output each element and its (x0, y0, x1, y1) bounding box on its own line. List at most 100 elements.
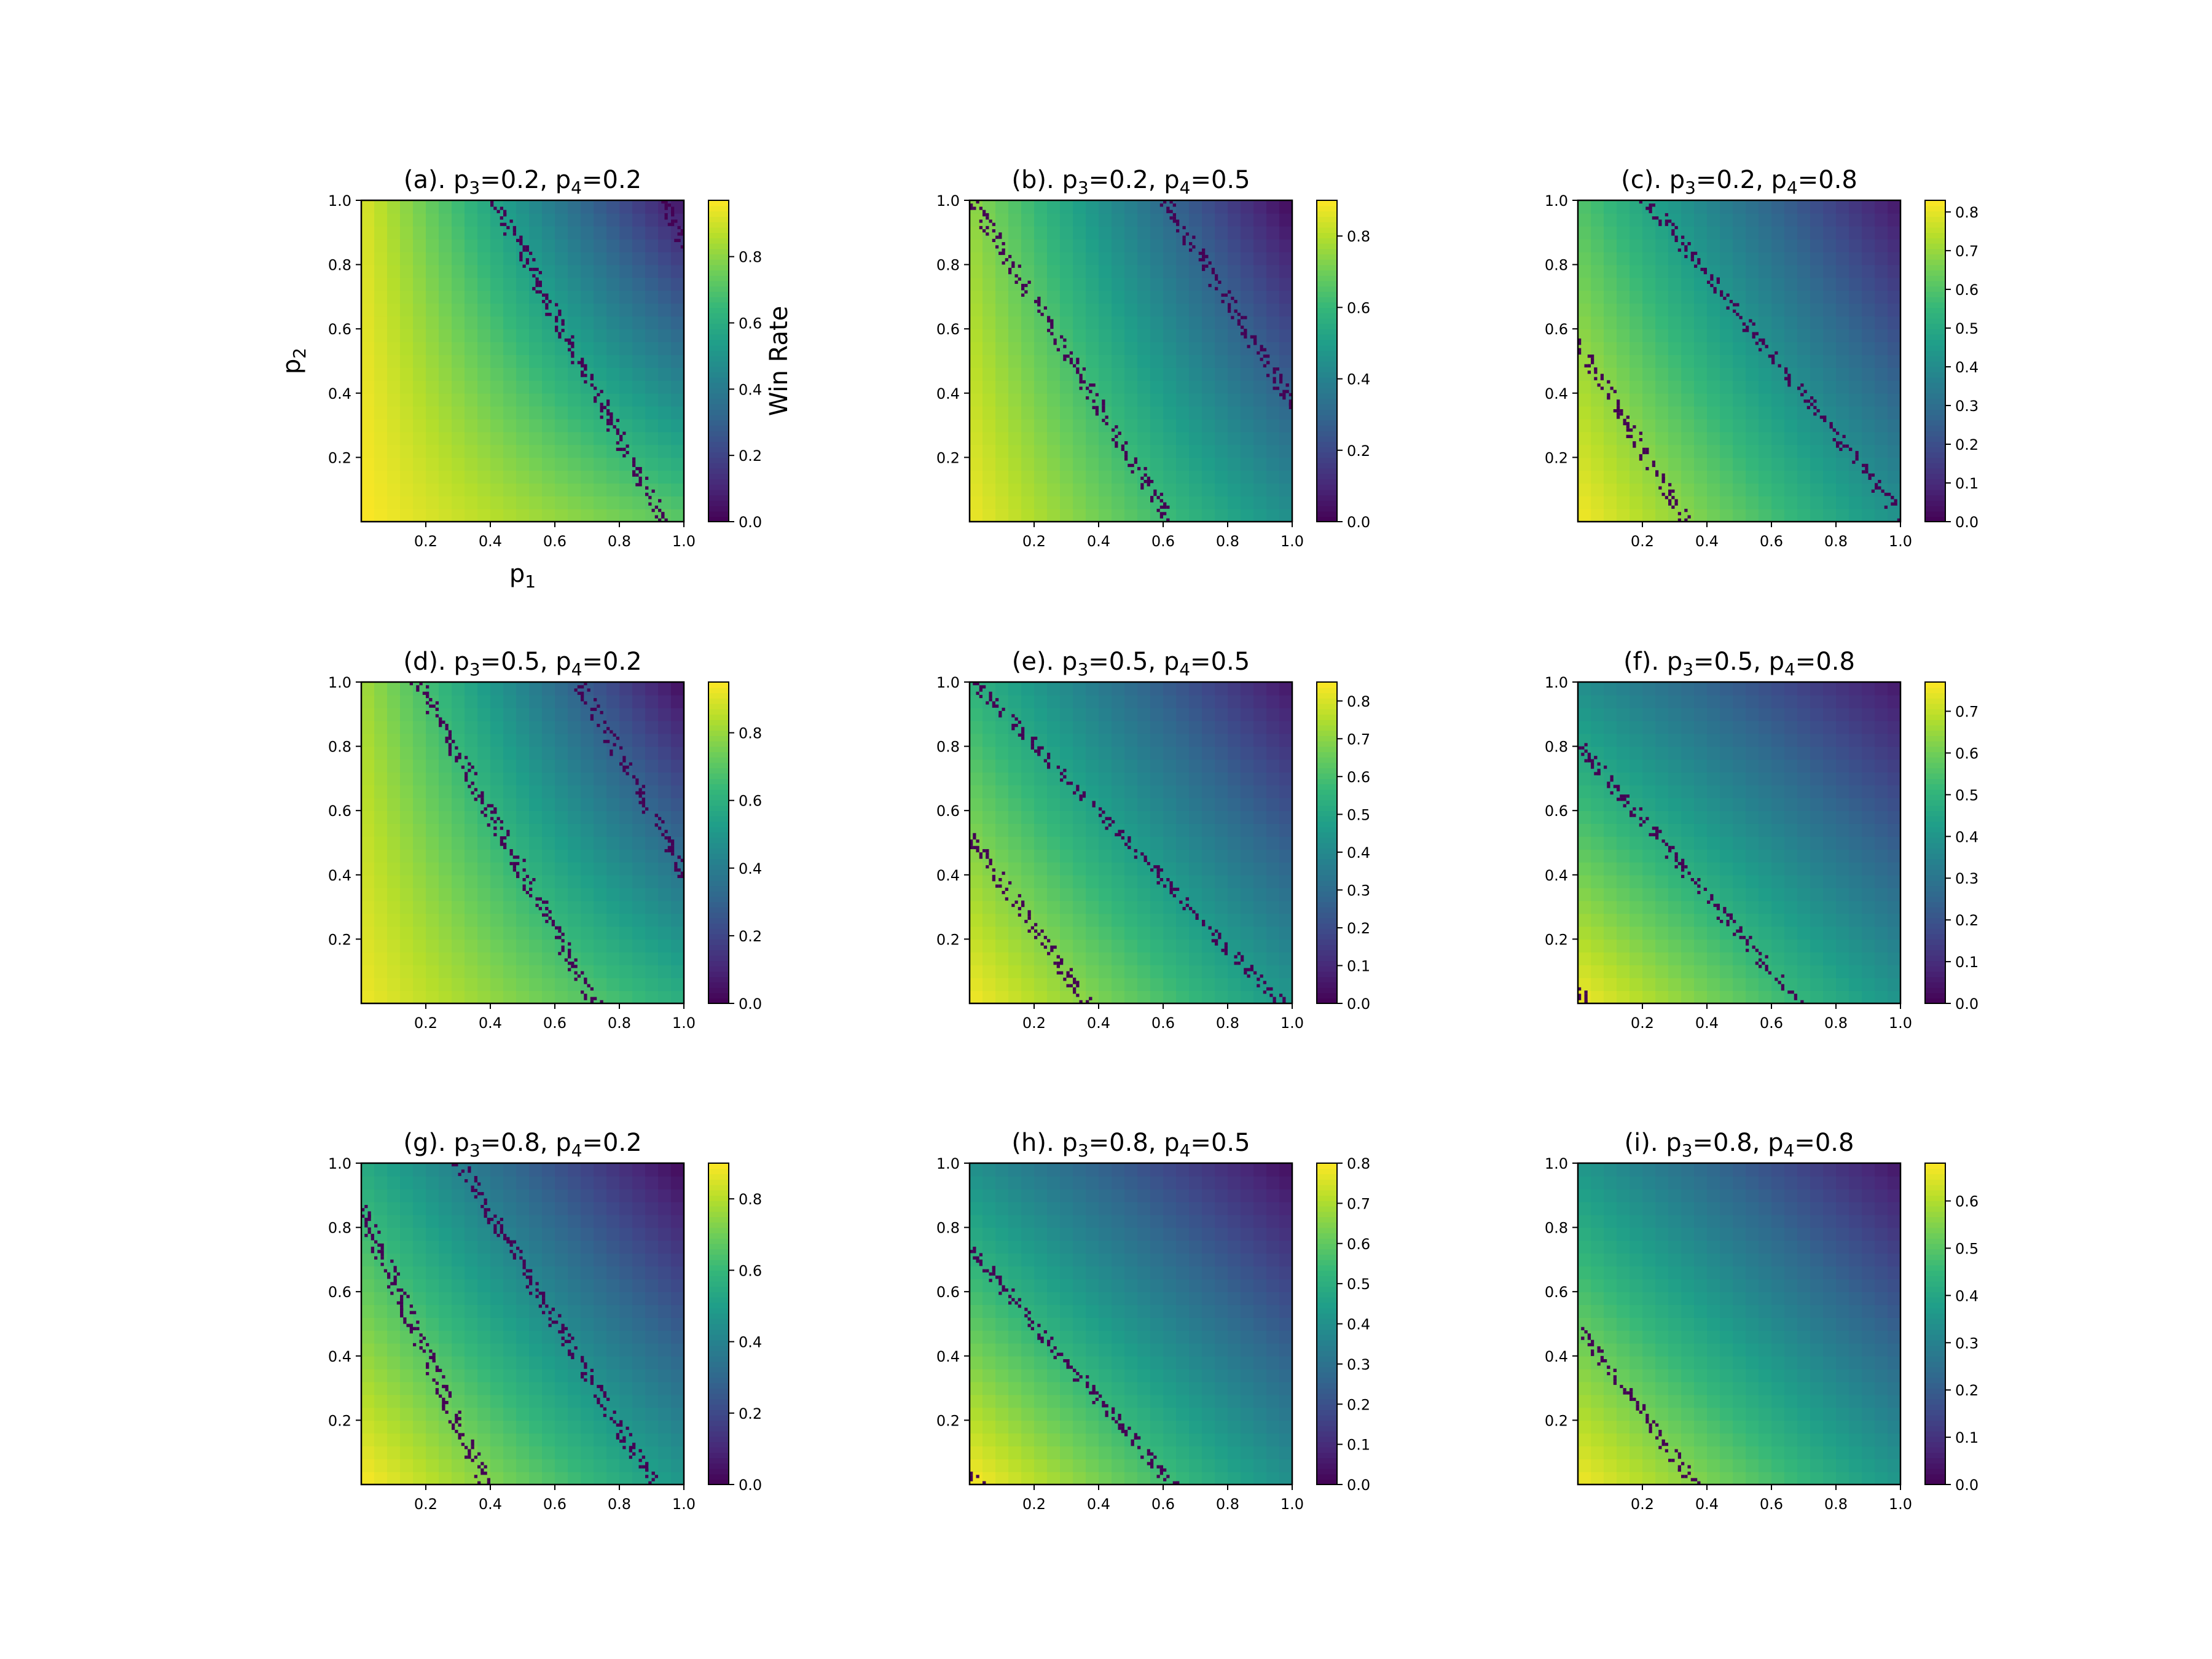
colorbar-step (708, 826, 729, 833)
colorbar-step (708, 388, 729, 394)
heatmap-cell (529, 978, 543, 991)
heatmap-cell (1823, 483, 1837, 496)
heatmap-cell (387, 952, 401, 966)
heatmap-cell (645, 200, 659, 214)
zero-cell (548, 300, 552, 304)
heatmap-cell (1112, 483, 1125, 496)
heatmap-cell (1047, 733, 1061, 747)
heatmap-cell (982, 316, 996, 329)
heatmap-cell (1060, 393, 1073, 407)
heatmap-cell (465, 431, 478, 445)
heatmap-cell (1266, 470, 1280, 484)
heatmap-cell (1163, 444, 1177, 458)
heatmap-cell (619, 990, 633, 1003)
heatmap-cell (1073, 861, 1086, 876)
heatmap-cell (1241, 746, 1254, 760)
heatmap-cell (387, 303, 401, 317)
heatmap-cell (1888, 251, 1900, 265)
heatmap-cell (387, 470, 401, 484)
heatmap-cell (658, 900, 672, 914)
heatmap-f (1578, 682, 1900, 1003)
heatmap-cell (1008, 746, 1022, 760)
heatmap-cell (1836, 290, 1849, 304)
heatmap-cell (970, 798, 983, 811)
heatmap-cell (529, 849, 543, 863)
heatmap-cell (1176, 965, 1190, 978)
boundary-c-1 (1578, 338, 1691, 522)
zero-cell (584, 994, 587, 997)
zero-cell (1288, 393, 1292, 397)
heatmap-cell (413, 900, 426, 914)
heatmap-cell (1228, 746, 1241, 760)
heatmap-cell (594, 965, 607, 978)
zero-cell (1159, 512, 1163, 516)
heatmap-cell (1047, 226, 1061, 240)
zero-cell (522, 884, 526, 888)
colorbar-step (708, 425, 729, 431)
zero-cell (1102, 409, 1105, 413)
heatmap-cell (1642, 965, 1656, 978)
heatmap-cell (568, 496, 581, 509)
heatmap-cell (413, 965, 426, 978)
heatmap-cell (1655, 978, 1669, 991)
heatmap-cell (1720, 342, 1733, 355)
heatmap-cell (1694, 470, 1708, 484)
zero-cell (1668, 492, 1672, 496)
heatmap-cell (1099, 798, 1112, 811)
heatmap-cell (516, 470, 530, 484)
heatmap-cell (361, 251, 375, 265)
zero-cell (574, 965, 578, 968)
heatmap-cell (645, 733, 659, 747)
zero-cell (1156, 881, 1160, 885)
panel-a: 0.2 0.4 0.6 0.8 1.00.20.40.60.81.0(a). p3=0.… (278, 166, 793, 592)
heatmap-cell (1784, 483, 1798, 496)
heatmap-cell (1836, 380, 1849, 394)
heatmap-cell (439, 836, 452, 850)
zero-cell (1630, 428, 1633, 432)
heatmap-cell (1720, 226, 1733, 240)
zero-cell (1156, 865, 1160, 869)
heatmap-cell (555, 823, 568, 837)
heatmap-cell (606, 861, 620, 876)
heatmap-cell (1047, 682, 1061, 696)
heatmap-cell (606, 823, 620, 837)
colorbar-step (708, 238, 729, 244)
heatmap-cell (426, 367, 439, 381)
heatmap-cell (1875, 200, 1888, 214)
zero-cell (1076, 358, 1080, 361)
heatmap-cell (1021, 444, 1035, 458)
heatmap-cell (1189, 746, 1202, 760)
heatmap-cell (606, 682, 620, 696)
heatmap-cell (477, 978, 491, 991)
colorbar-tick-label: 0.5 (1955, 320, 1979, 337)
heatmap-cell (606, 887, 620, 901)
heatmap-cell (1163, 342, 1177, 355)
heatmap-cell (1784, 303, 1798, 317)
heatmap-cell (1746, 509, 1759, 522)
heatmap-cell (1112, 316, 1125, 329)
zero-cell (677, 868, 681, 872)
colorbar-step (1317, 960, 1337, 967)
zero-cell (986, 701, 989, 705)
heatmap-cell (1707, 251, 1720, 265)
heatmap-cell (1279, 418, 1292, 433)
heatmap-cell (632, 887, 646, 901)
heatmap-cell (982, 720, 996, 734)
heatmap-cell (1137, 355, 1151, 368)
zero-cell (1263, 364, 1266, 367)
zero-cell (558, 929, 562, 933)
heatmap-cell (1008, 393, 1022, 407)
heatmap-cell (1810, 418, 1824, 433)
zero-cell (1684, 254, 1688, 259)
colorbar-step (1925, 318, 1945, 324)
heatmap-cell (1642, 290, 1656, 304)
heatmap-cell (361, 483, 375, 496)
colorbar-tick-label: 0.3 (1347, 882, 1370, 899)
zero-cell (1613, 390, 1617, 393)
heatmap-cell (1047, 213, 1061, 227)
heatmap-cell (387, 990, 401, 1003)
zero-cell (587, 688, 590, 692)
heatmap-cell (606, 798, 620, 811)
heatmap-cell (1008, 874, 1022, 888)
zero-cell (1288, 399, 1292, 403)
